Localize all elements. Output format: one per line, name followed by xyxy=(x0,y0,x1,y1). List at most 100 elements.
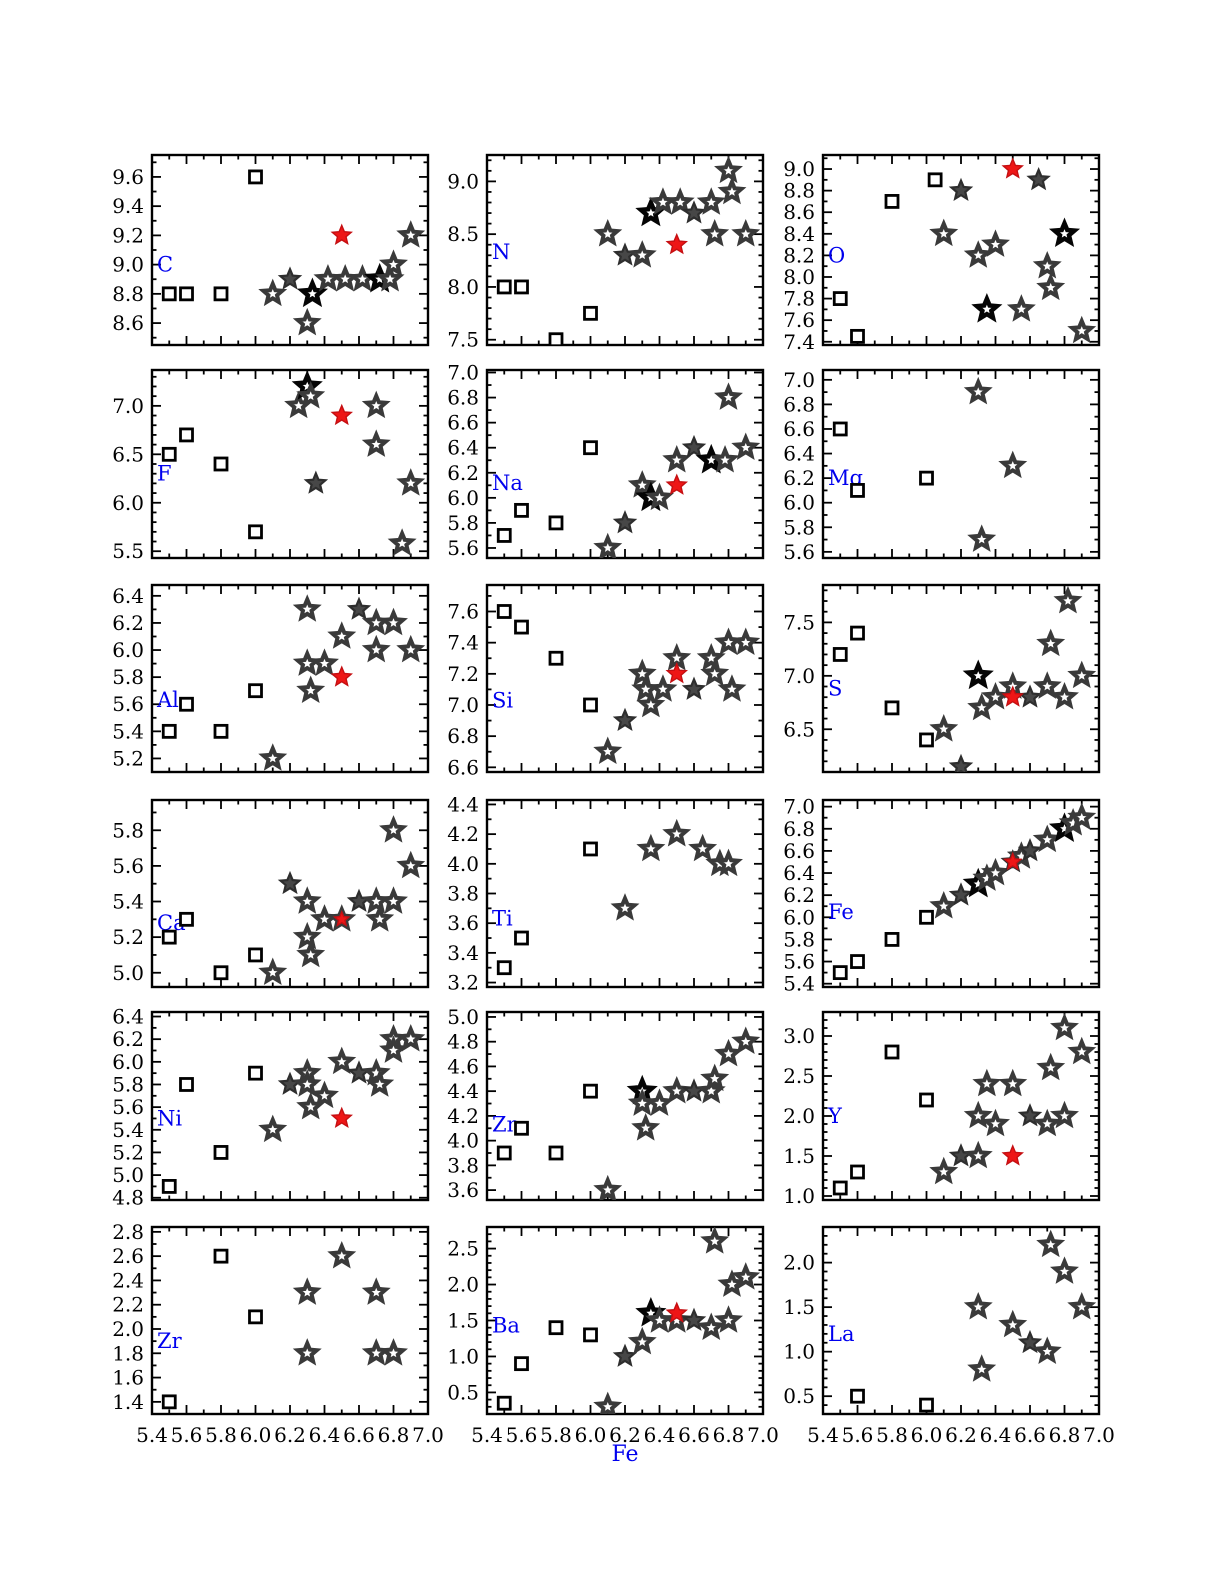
y-tick-label: 7.0 xyxy=(447,693,479,717)
x-tick-label: 5.8 xyxy=(540,1423,572,1447)
element-label: Si xyxy=(492,688,513,712)
y-tick-label: 6.8 xyxy=(447,386,479,410)
y-tick-label: 6.2 xyxy=(783,466,815,490)
y-tick-label: 5.8 xyxy=(783,515,815,539)
star-marker xyxy=(593,1174,623,1200)
star-marker xyxy=(612,510,638,534)
y-tick-label: 6.2 xyxy=(112,1027,144,1051)
star-marker xyxy=(963,1140,993,1169)
y-tick-label: 6.5 xyxy=(783,717,815,741)
star-marker xyxy=(648,674,678,702)
y-tick-label: 1.5 xyxy=(447,1309,479,1333)
element-label: N xyxy=(492,240,510,264)
panel-Zn: 3.63.84.04.24.44.64.85.0Zn xyxy=(447,1005,765,1202)
axes-frame xyxy=(150,583,430,774)
star-marker xyxy=(292,594,322,622)
y-tick-label: 8.5 xyxy=(447,222,479,246)
star-marker xyxy=(963,240,993,268)
y-tick-label: 8.0 xyxy=(783,265,815,289)
square-marker xyxy=(161,929,177,945)
star-marker xyxy=(648,187,678,215)
star-marker xyxy=(717,674,747,702)
y-tick-label: 1.8 xyxy=(112,1341,144,1365)
y-tick-label: 4.8 xyxy=(447,1030,479,1054)
square-marker xyxy=(496,1395,512,1411)
star-marker xyxy=(346,888,372,912)
star-marker xyxy=(636,689,666,718)
star-marker xyxy=(627,240,657,268)
y-tick-label: 7.6 xyxy=(783,308,815,332)
x-tick-label: 6.6 xyxy=(1014,1423,1046,1447)
y-tick-label: 2.4 xyxy=(112,1268,144,1292)
star-marker xyxy=(361,1277,391,1305)
square-marker xyxy=(248,683,263,699)
element-label: Na xyxy=(492,471,523,495)
star-marker xyxy=(1006,294,1036,322)
star-marker xyxy=(365,904,395,932)
star-marker xyxy=(1067,1036,1097,1065)
star-marker xyxy=(714,848,743,877)
star-marker xyxy=(696,643,726,671)
x-tick-label: 6.0 xyxy=(575,1423,607,1447)
y-tick-label: 5.8 xyxy=(783,927,815,951)
y-tick-label: 2.0 xyxy=(112,1317,144,1341)
panel-Al: 5.2 5.4 5.6 5.8 6.0 6.2 6.4 Al xyxy=(112,583,430,774)
y-tick-label: 7.0 xyxy=(783,795,815,819)
element-label: Ni xyxy=(157,1106,182,1130)
star-marker xyxy=(612,1343,638,1367)
star-marker xyxy=(1032,1108,1062,1137)
square-marker xyxy=(850,1388,865,1404)
star-marker xyxy=(1067,315,1097,344)
y-tick-label: 5.5 xyxy=(112,539,144,563)
y-tick-label: 8.6 xyxy=(783,200,815,224)
square-marker xyxy=(213,1248,229,1264)
x-tick-label: 7.0 xyxy=(412,1423,444,1447)
star-marker xyxy=(313,264,343,292)
red-star-marker xyxy=(330,665,353,687)
y-tick-label: 6.0 xyxy=(112,638,144,662)
star-marker xyxy=(700,658,730,687)
star-marker xyxy=(327,1046,357,1075)
star-marker xyxy=(361,607,391,636)
y-tick-label: 6.4 xyxy=(112,1005,144,1029)
y-tick-label: 4.2 xyxy=(447,1104,479,1128)
x-tick-label: 6.6 xyxy=(343,1423,375,1447)
y-tick-label: 5.0 xyxy=(112,1163,144,1187)
y-tick-label: 1.5 xyxy=(783,1295,815,1319)
x-tick-label: 6.8 xyxy=(1049,1423,1081,1447)
square-marker xyxy=(884,700,900,716)
y-tick-label: 5.2 xyxy=(112,746,144,770)
star-marker xyxy=(379,1338,408,1366)
red-star-marker xyxy=(330,223,353,245)
square-marker xyxy=(850,954,865,969)
x-tick-label: 6.2 xyxy=(609,1423,641,1447)
y-tick-label: 6.4 xyxy=(783,442,815,466)
star-marker xyxy=(292,1338,322,1366)
star-marker xyxy=(967,1354,997,1382)
square-marker xyxy=(248,1065,263,1081)
y-tick-label: 5.8 xyxy=(112,818,144,842)
square-marker xyxy=(179,286,194,302)
square-marker xyxy=(213,286,229,302)
square-marker xyxy=(161,1179,177,1194)
y-tick-label: 9.0 xyxy=(447,169,479,193)
star-marker xyxy=(929,218,959,247)
square-marker xyxy=(161,1394,177,1410)
y-tick-label: 2.0 xyxy=(783,1251,815,1275)
y-tick-label: 6.5 xyxy=(112,442,144,466)
square-marker xyxy=(832,421,848,437)
star-marker xyxy=(1036,272,1066,301)
y-tick-label: 4.4 xyxy=(447,1079,479,1103)
square-marker xyxy=(919,470,934,486)
red-star-marker xyxy=(1001,685,1024,707)
element-label: La xyxy=(828,1322,854,1346)
star-marker xyxy=(717,176,747,205)
panel-Na: 5.65.86.06.26.46.66.87.0 Na xyxy=(447,361,765,560)
star-marker xyxy=(612,242,638,266)
axes-frame xyxy=(150,1225,430,1416)
star-marker xyxy=(258,278,288,307)
star-marker xyxy=(631,1113,661,1141)
y-tick-label: 9.4 xyxy=(112,194,144,218)
star-marker xyxy=(948,177,974,202)
star-marker xyxy=(361,1338,391,1366)
